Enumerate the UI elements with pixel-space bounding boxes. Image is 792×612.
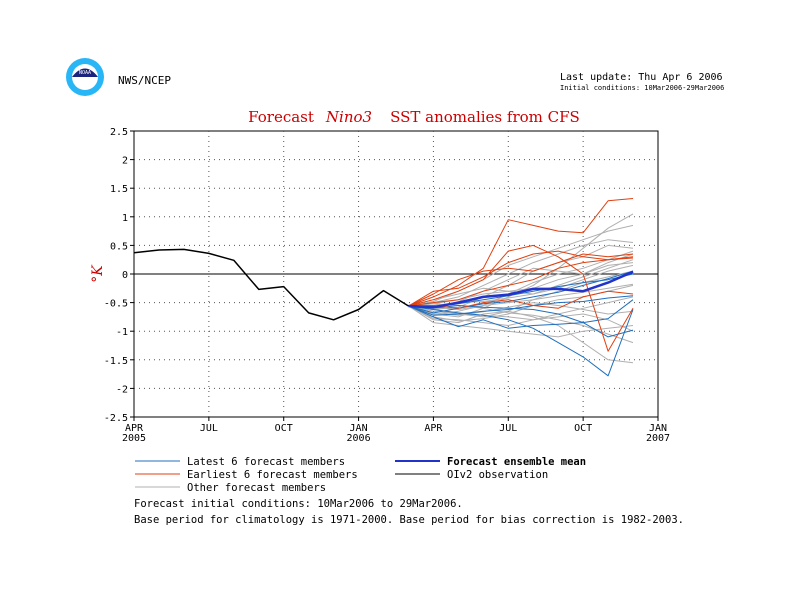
earliest-member-line bbox=[408, 290, 634, 309]
other-member-line bbox=[408, 262, 634, 307]
x-tick-year: 2006 bbox=[347, 433, 371, 444]
y-tick-label: -0.5 bbox=[104, 299, 128, 310]
y-tick-label: -2 bbox=[116, 384, 128, 395]
y-tick-label: 2 bbox=[122, 156, 128, 167]
other-member-line bbox=[408, 283, 634, 310]
chart-title: Forecast Nino3 SST anomalies from CFS bbox=[248, 108, 580, 126]
x-tick-label: JUL bbox=[200, 423, 218, 434]
legend-latest-label: Latest 6 forecast members bbox=[187, 456, 345, 468]
ensemble-mean-line bbox=[408, 270, 634, 309]
y-tick-label: -1.5 bbox=[104, 356, 128, 367]
other-member-line bbox=[408, 244, 634, 310]
latest-member-line bbox=[408, 270, 634, 314]
y-tick-label: 2.5 bbox=[110, 127, 128, 138]
other-member-line bbox=[408, 250, 634, 316]
other-member-line bbox=[408, 239, 634, 307]
earliest-member-line bbox=[408, 244, 634, 352]
y-tick-label: 1.5 bbox=[110, 184, 128, 195]
y-tick-label: 0.5 bbox=[110, 241, 128, 252]
y-axis-label: °K bbox=[90, 264, 106, 283]
x-tick-label: OCT bbox=[574, 423, 592, 434]
earliest-member-line bbox=[408, 198, 634, 307]
title-part3: SST anomalies from CFS bbox=[390, 108, 580, 126]
legend-other-label: Other forecast members bbox=[187, 482, 326, 494]
observation-line bbox=[133, 248, 409, 321]
legend-earliest-label: Earliest 6 forecast members bbox=[187, 469, 358, 481]
earliest-member-line bbox=[408, 250, 634, 307]
initial-conditions-small: Initial conditions: 10Mar2006-29Mar2006 bbox=[560, 84, 724, 92]
x-tick-year: 2007 bbox=[646, 433, 670, 444]
noaa-logo: NOAA bbox=[66, 58, 104, 96]
y-tick-label: 1 bbox=[122, 213, 128, 224]
logo-bird-icon bbox=[72, 68, 98, 77]
earliest-member-line bbox=[408, 257, 634, 307]
other-member-line bbox=[408, 296, 634, 321]
title-part1: Forecast bbox=[248, 108, 314, 126]
x-tick-label: JAN bbox=[649, 423, 667, 434]
x-tick-label: OCT bbox=[275, 423, 293, 434]
x-tick-label: APR bbox=[424, 423, 443, 434]
logo-text: NOAA bbox=[79, 70, 91, 76]
legend-obs-label: OIv2 observation bbox=[447, 469, 548, 481]
footer-line2: Base period for climatology is 1971-2000… bbox=[134, 514, 684, 526]
y-tick-label: -1 bbox=[116, 327, 128, 338]
legend-mean-label: Forecast ensemble mean bbox=[447, 456, 586, 468]
x-tick-label: JUL bbox=[499, 423, 517, 434]
agency-label: NWS/NCEP bbox=[118, 74, 171, 87]
footer-line1: Forecast initial conditions: 10Mar2006 t… bbox=[134, 498, 463, 510]
x-tick-year: 2005 bbox=[122, 433, 146, 444]
x-tick-label: JAN bbox=[350, 423, 368, 434]
latest-member-line bbox=[408, 305, 634, 338]
title-part2: Nino3 bbox=[325, 108, 372, 126]
earliest-member-line bbox=[408, 253, 634, 307]
other-member-line bbox=[408, 305, 634, 332]
x-tick-label: APR bbox=[125, 423, 144, 434]
other-member-line bbox=[408, 270, 634, 318]
last-update: Last update: Thu Apr 6 2006 bbox=[560, 72, 723, 83]
y-tick-label: -2.5 bbox=[104, 413, 128, 424]
y-tick-label: 0 bbox=[122, 270, 128, 281]
legend: Latest 6 forecast members Earliest 6 for… bbox=[135, 456, 586, 494]
latest-member-line bbox=[408, 295, 634, 316]
latest-member-line bbox=[408, 305, 634, 377]
